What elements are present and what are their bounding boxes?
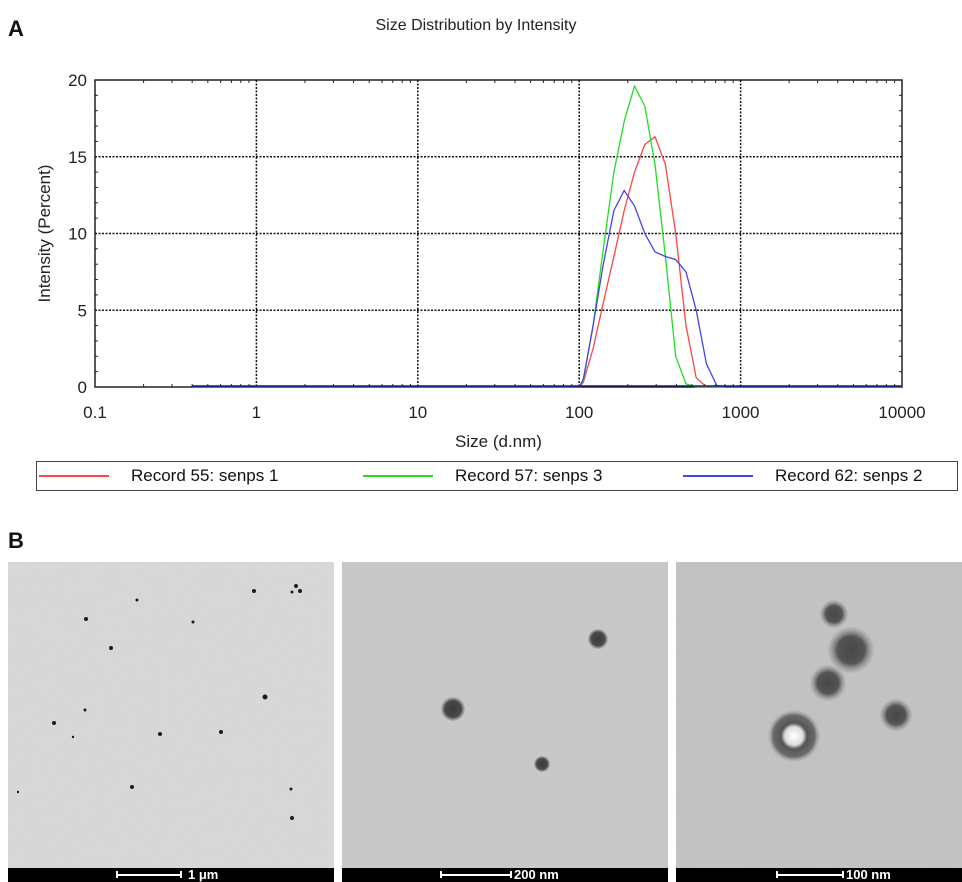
tem-micrograph-100nm	[676, 562, 962, 882]
legend-label-record-62: Record 62: senps 2	[775, 466, 923, 485]
scale-label-200nm: 200 nm	[514, 867, 559, 882]
scale-bar-1um	[116, 871, 182, 878]
y-tick-label: 20	[68, 71, 87, 90]
legend-swatch-record-57	[363, 475, 433, 477]
tem-image-100nm: 100 nm	[676, 562, 962, 882]
particle	[828, 627, 874, 673]
tem-micrograph-200nm	[342, 562, 668, 882]
x-tick-label: 1	[252, 403, 261, 422]
panel-label-b: B	[8, 528, 24, 553]
particle	[588, 629, 608, 649]
legend-label-record-55: Record 55: senps 1	[131, 466, 279, 485]
y-tick-label: 0	[78, 378, 87, 397]
y-tick-label: 5	[78, 301, 87, 320]
scale-bar-100nm	[776, 871, 844, 878]
tem-micrograph-1um	[8, 562, 334, 882]
tem-image-200nm: 200 nm	[342, 562, 668, 882]
panel-label-a: A	[8, 16, 24, 41]
chart-title: Size Distribution by Intensity	[376, 17, 577, 34]
y-tick-label: 10	[68, 225, 87, 244]
tem-image-1um: 1 μm	[8, 562, 334, 882]
x-tick-label: 100	[565, 403, 593, 422]
series-line-1	[192, 135, 902, 388]
nanoparticle-dots	[16, 584, 302, 820]
scale-bar-200nm	[440, 871, 512, 878]
x-tick-label: 10000	[878, 403, 925, 422]
y-axis-label: Intensity (Percent)	[35, 165, 54, 303]
legend-label-record-57: Record 57: senps 3	[455, 466, 603, 485]
series-line-3	[192, 189, 902, 388]
scale-bar-strip: 100 nm	[676, 868, 962, 882]
x-tick-label: 0.1	[83, 403, 107, 422]
particle	[880, 699, 912, 731]
legend-item-record-55: Record 55: senps 1	[39, 462, 278, 490]
legend-item-record-62: Record 62: senps 2	[683, 462, 922, 490]
x-tick-label: 10	[408, 403, 427, 422]
particle	[441, 697, 465, 721]
legend-swatch-record-55	[39, 475, 109, 477]
legend-swatch-record-62	[683, 475, 753, 477]
x-tick-label: 1000	[722, 403, 760, 422]
scale-label-100nm: 100 nm	[846, 867, 891, 882]
particle-hollow	[768, 710, 820, 762]
x-axis-label: Size (d.nm)	[455, 432, 542, 451]
scale-bar-strip: 200 nm	[342, 868, 668, 882]
series-line-2	[192, 84, 902, 388]
chart-legend: Record 55: senps 1 Record 57: senps 3 Re…	[36, 461, 958, 491]
legend-item-record-57: Record 57: senps 3	[363, 462, 602, 490]
particle	[820, 600, 848, 628]
scale-label-1um: 1 μm	[188, 867, 219, 882]
y-tick-label: 15	[68, 148, 87, 167]
particle	[810, 665, 846, 701]
particle	[534, 756, 550, 772]
scale-bar-strip: 1 μm	[8, 868, 334, 882]
